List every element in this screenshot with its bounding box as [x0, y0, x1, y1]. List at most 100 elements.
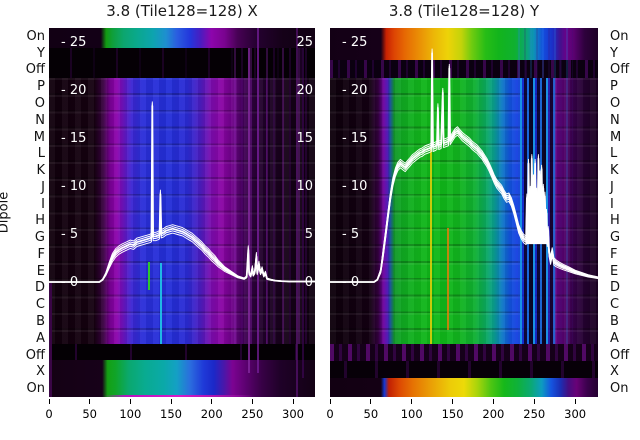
inner-tick-label: - 25	[342, 34, 368, 50]
left-panel-title: 3.8 (Tile128=128) X	[106, 2, 258, 20]
inner-tick-label: - 15	[342, 130, 368, 146]
dipole-row-label: Off	[610, 62, 630, 78]
x-tick-mark	[129, 399, 131, 404]
dipole-row-label: On	[26, 381, 45, 397]
x-tick-label: 300	[282, 407, 304, 421]
x-tick-mark	[211, 399, 213, 404]
dipole-row-label: Off	[610, 347, 630, 363]
x-tick-mark	[48, 399, 50, 404]
inner-tick-label: - 25	[61, 34, 87, 50]
x-tick-mark	[492, 399, 494, 404]
dipole-row-label: B	[610, 314, 619, 330]
x-purple-stripe-2	[257, 28, 259, 373]
x-purple-stripe-1	[248, 48, 250, 373]
x-tick-mark	[329, 399, 331, 404]
dipole-row-label: O	[34, 95, 45, 111]
dipole-row-label: N	[610, 112, 620, 128]
dipole-row-label: D	[610, 280, 621, 296]
x-tick-mark	[411, 399, 413, 404]
x-tick-label: 150	[160, 407, 182, 421]
x-y-off-rows	[49, 48, 315, 78]
dipole-row-label: K	[36, 163, 45, 179]
inner-tick-label-right: 5	[304, 226, 313, 242]
right-panel-title: 3.8 (Tile128=128) Y	[388, 2, 540, 20]
dipole-row-label: C	[35, 297, 45, 313]
inner-tick-label-right: 0	[304, 274, 313, 290]
x-cyan-marker-line	[160, 263, 162, 344]
inner-tick-label-right: 20	[296, 82, 313, 98]
dipole-row-label: C	[610, 297, 620, 313]
dipole-row-label: G	[610, 230, 621, 246]
x-tick-mark	[574, 399, 576, 404]
y-orange-marker-line	[447, 228, 449, 330]
x-tick-label: 150	[441, 407, 464, 421]
x-tick-label: 50	[82, 407, 97, 421]
x-off-row-bottom	[49, 344, 315, 360]
x-top-on-row-band	[49, 28, 315, 48]
x-bottom-magenta-edge	[104, 394, 254, 397]
inner-tick-label: - 20	[342, 82, 368, 98]
dipole-row-label: X	[610, 364, 619, 380]
y-yellow-marker-line	[430, 148, 432, 345]
dipole-row-label: H	[35, 213, 45, 229]
dipole-row-label: J	[610, 179, 614, 195]
dipole-row-label: On	[610, 381, 629, 397]
x-tick-label: 0	[326, 407, 334, 421]
inner-tick-label: - 10	[61, 178, 87, 194]
dipole-row-label: O	[610, 95, 621, 111]
inner-tick-label-right: 10	[296, 178, 313, 194]
dipole-row-label: D	[34, 280, 45, 296]
x-bottom-on-row-band	[49, 360, 315, 397]
dipole-row-label: F	[37, 246, 45, 262]
dipole-row-label: B	[36, 314, 45, 330]
dipole-row-label: F	[610, 246, 618, 262]
x-tick-mark	[292, 399, 294, 404]
x-tick-label: 200	[482, 407, 505, 421]
x-tick-label: 50	[363, 407, 379, 421]
dipole-row-label: L	[37, 146, 45, 162]
y-x-row	[330, 361, 598, 378]
inner-tick-label: - 20	[61, 82, 87, 98]
dipole-row-label: G	[34, 230, 45, 246]
dipole-row-label: M	[33, 129, 45, 145]
dipole-row-label: X	[36, 364, 45, 380]
x-tick-label: 100	[400, 407, 423, 421]
x-tick-label: 300	[564, 407, 587, 421]
dipole-row-label: K	[610, 163, 619, 179]
dipole-row-label: J	[41, 179, 45, 195]
inner-tick-label: - 0	[61, 274, 79, 290]
dipole-row-label: I	[41, 196, 45, 212]
x-tick-label: 0	[45, 407, 53, 421]
x-tick-mark	[251, 399, 253, 404]
x-tick-mark	[533, 399, 535, 404]
inner-tick-label: - 5	[61, 226, 79, 242]
x-left-edge-stripe	[49, 283, 52, 397]
dipole-row-label: H	[610, 213, 620, 229]
dipole-row-label: E	[36, 263, 45, 279]
dipole-row-label: I	[610, 196, 614, 212]
dipole-row-label: P	[610, 79, 618, 95]
dipole-row-label: Y	[610, 45, 618, 61]
x-tick-label: 200	[200, 407, 223, 421]
inner-tick-label: - 15	[61, 130, 87, 146]
dipole-row-label: L	[610, 146, 618, 162]
dipole-row-label: E	[610, 263, 619, 279]
x-tick-label: 100	[119, 407, 142, 421]
y-off-row-bottom	[330, 344, 598, 361]
x-purple-stripe-3	[266, 78, 267, 344]
inner-tick-label: - 0	[342, 274, 360, 290]
dipole-row-label: Off	[25, 62, 45, 78]
heatmap-panel-y	[330, 28, 598, 397]
dipole-row-label: On	[610, 28, 629, 44]
x-tick-mark	[452, 399, 454, 404]
x-tick-mark	[170, 399, 172, 404]
y-bottom-on-row-band	[330, 378, 598, 397]
x-tick-mark	[89, 399, 91, 404]
x-green-marker-line	[148, 262, 150, 290]
inner-tick-label-right: 15	[296, 130, 313, 146]
inner-tick-label: - 5	[342, 226, 360, 242]
dipole-row-label: A	[36, 330, 45, 346]
y-blue-stripe-cluster	[520, 78, 555, 344]
dipole-row-label: P	[37, 79, 45, 95]
